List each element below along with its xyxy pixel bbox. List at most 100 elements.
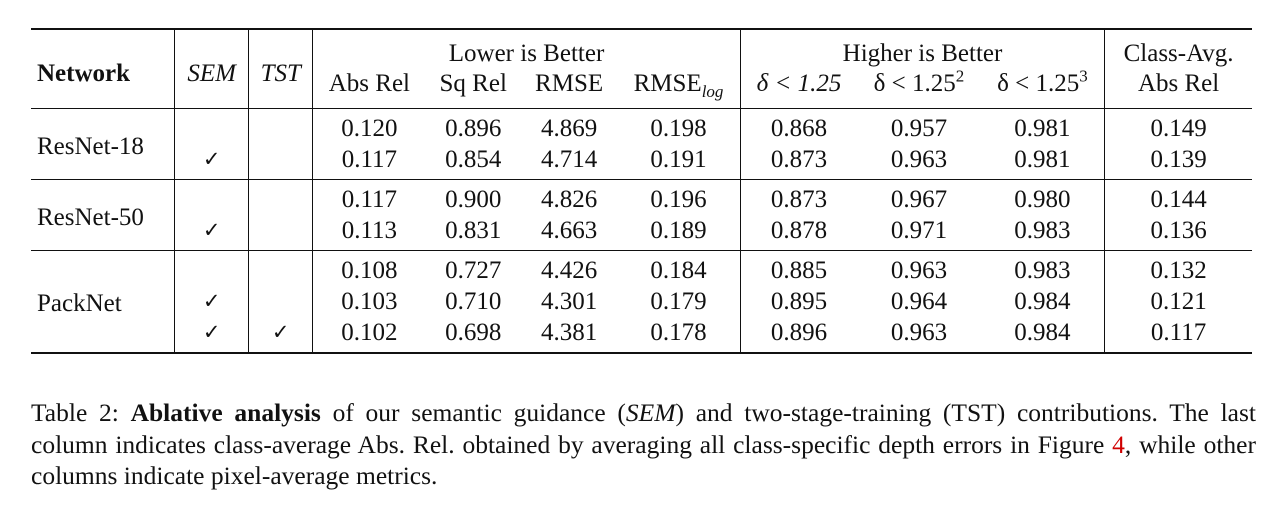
class-avg-cell: 0.132	[1104, 250, 1252, 286]
delta1-cell: 0.868	[739, 108, 858, 144]
header-delta2: δ < 1.252	[857, 68, 980, 109]
sem-cell: ✓	[174, 215, 249, 251]
network-name: ResNet-50	[31, 179, 175, 251]
header-class-avg: Class-Avg.	[1104, 29, 1252, 69]
tst-cell	[248, 144, 313, 180]
delta3-cell: 0.983	[980, 250, 1105, 286]
sem-cell: ✓	[174, 317, 249, 353]
delta2-cell: 0.963	[857, 250, 981, 286]
header-delta1: δ < 1.25	[739, 69, 858, 109]
delta2-cell: 0.964	[890, 288, 948, 315]
delta1-cell: 0.896	[739, 317, 858, 353]
rmse-cell: 4.301	[540, 288, 598, 315]
delta1-cell: 0.895	[739, 286, 858, 317]
class-avg-cell: 0.121	[1104, 286, 1252, 317]
delta3-cell: 0.984	[1014, 288, 1071, 315]
sem-cell	[174, 108, 249, 144]
sq-rel-cell: 0.727	[425, 250, 521, 286]
rmse-cell: 4.426	[520, 250, 618, 286]
delta1-cell: 0.885	[739, 250, 858, 286]
abs-rel-cell: 0.113	[312, 215, 426, 251]
delta1-cell: 0.873	[739, 144, 858, 180]
header-rmse-log: RMSElog	[617, 69, 740, 109]
table-row: ResNet-50 0.117 0.900 4.826 0.196 0.873 …	[31, 179, 1252, 251]
delta3-cell: 0.983	[1014, 217, 1071, 244]
table-row: PackNet 0.108 0.727 4.426 0.184 0.885 0.…	[31, 250, 1252, 353]
caption-bold-title: Ablative analysis	[130, 398, 321, 427]
table-row: ✓ 0.113 0.831 4.663 0.189 0.878 0.971 0.…	[31, 215, 1252, 251]
tst-cell	[248, 108, 313, 144]
ablation-table: Network SEM TST Lower is Better Higher i…	[31, 28, 1252, 354]
abs-rel-cell: 0.103	[312, 286, 426, 317]
header-class-avg-abs-rel: Abs Rel	[1104, 69, 1252, 109]
rmse-log-cell: 0.198	[617, 108, 741, 144]
table-caption: Table 2: Ablative analysis of our semant…	[31, 397, 1256, 492]
header-network: Network	[37, 59, 131, 87]
abs-rel-cell: 0.117	[312, 179, 426, 215]
header-row-top: Network SEM TST Lower is Better Higher i…	[31, 29, 1252, 109]
sem-cell: ✓	[174, 144, 249, 180]
header-sem: SEM	[174, 29, 249, 109]
header-row-bottom: Abs Rel Sq Rel RMSE RMSElog δ < 1.25 δ <…	[31, 66, 1252, 109]
delta3-cell: 0.981	[980, 108, 1105, 144]
group-resnet18: ResNet-18 0.120 0.896 4.869 0.198 0.868 …	[31, 108, 1252, 180]
tst-cell	[248, 179, 313, 215]
figure-reference-link[interactable]: 4	[1112, 429, 1125, 459]
sem-cell	[174, 179, 249, 215]
sem-cell: ✓	[174, 286, 249, 317]
class-avg-cell: 0.117	[1104, 317, 1252, 353]
delta3-cell: 0.981	[1014, 146, 1071, 173]
delta3-cell: 0.984	[1014, 319, 1071, 346]
header-higher-is-better: Higher is Better	[739, 29, 1105, 69]
caption-text-2: ) and two-stage-training (TST) contribut…	[31, 398, 1256, 459]
header-abs-rel: Abs Rel	[312, 69, 426, 109]
rmse-cell: 4.381	[540, 319, 598, 346]
table-row: ✓ 0.103 0.710 4.301 0.179 0.895 0.964 0.…	[31, 286, 1252, 317]
abs-rel-cell: 0.108	[312, 250, 426, 286]
delta2-cell: 0.963	[890, 146, 948, 173]
rmse-log-cell: 0.178	[650, 319, 707, 346]
rmse-log-cell: 0.189	[650, 217, 707, 244]
class-avg-cell: 0.139	[1104, 144, 1252, 180]
header-delta3-main: δ < 1.25	[997, 70, 1080, 97]
delta1-cell: 0.878	[739, 215, 858, 251]
rmse-log-cell: 0.196	[617, 179, 741, 215]
header-rmse-log-main: RMSE	[633, 70, 702, 97]
tst-cell: ✓	[248, 317, 313, 353]
delta2-cell: 0.957	[857, 108, 981, 144]
abs-rel-cell: 0.102	[312, 317, 426, 353]
header-sq-rel: Sq Rel	[439, 70, 507, 97]
network-name: ResNet-18	[31, 108, 175, 180]
table-row: ResNet-18 0.120 0.896 4.869 0.198 0.868 …	[31, 108, 1252, 180]
sq-rel-cell: 0.900	[425, 179, 521, 215]
caption-text-3: , while other columns indicate pixel-ave…	[31, 429, 1256, 491]
group-packnet: PackNet 0.108 0.727 4.426 0.184 0.885 0.…	[31, 250, 1252, 353]
caption-sem-term: SEM	[625, 398, 676, 427]
sq-rel-cell: 0.698	[445, 319, 502, 346]
rmse-log-cell: 0.191	[650, 146, 707, 173]
rmse-cell: 4.714	[540, 146, 598, 173]
table-row: ✓ ✓ 0.102 0.698 4.381 0.178 0.896 0.963 …	[31, 317, 1252, 353]
sq-rel-cell: 0.896	[425, 108, 521, 144]
delta2-cell: 0.963	[890, 319, 948, 346]
group-resnet50: ResNet-50 0.117 0.900 4.826 0.196 0.873 …	[31, 179, 1252, 251]
rmse-log-cell: 0.179	[650, 288, 707, 315]
tst-cell	[248, 286, 313, 317]
header-rmse: RMSE	[535, 70, 604, 97]
header-delta3: δ < 1.253	[981, 66, 1105, 109]
sq-rel-cell: 0.854	[445, 146, 502, 173]
abs-rel-cell: 0.117	[312, 144, 426, 180]
header-delta2-main: δ < 1.25	[873, 70, 956, 97]
rmse-log-cell: 0.184	[617, 250, 741, 286]
class-avg-cell: 0.136	[1104, 215, 1252, 251]
rmse-cell: 4.826	[520, 179, 618, 215]
caption-text-1: of our semantic guidance (	[320, 398, 626, 427]
caption-label: Table 2:	[31, 398, 119, 427]
sem-cell	[174, 250, 249, 286]
delta2-cell: 0.967	[857, 179, 981, 215]
header-delta3-sup: 3	[1079, 66, 1088, 86]
rmse-cell: 4.663	[540, 217, 598, 244]
delta3-cell: 0.980	[980, 179, 1105, 215]
tst-cell	[248, 250, 313, 286]
header-tst: TST	[248, 29, 313, 109]
